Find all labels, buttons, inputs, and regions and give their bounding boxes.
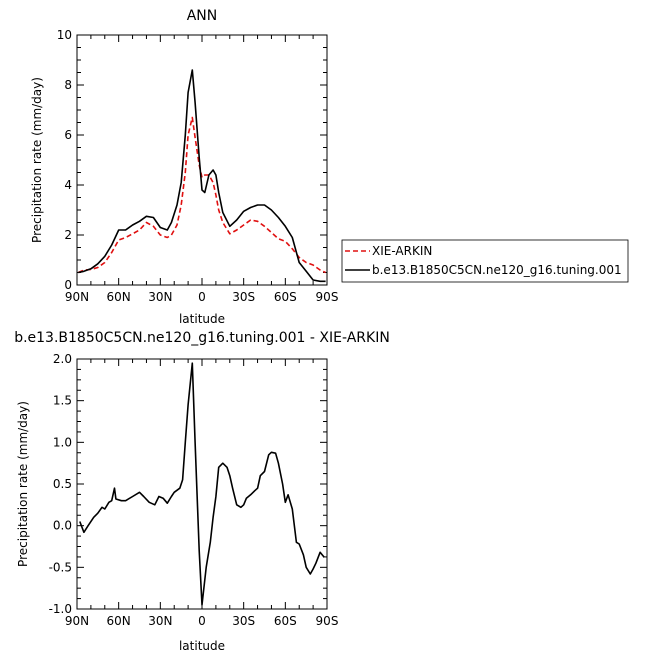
panel1-ytick-label: 2 [64, 228, 72, 242]
legend-box [341, 239, 629, 283]
panel2-xtick-label: 0 [198, 614, 206, 628]
panel2-ytick-label: 2.0 [53, 352, 72, 366]
panel2-xtick-label: 90N [65, 614, 89, 628]
panel2-ytick-label: 0.0 [53, 519, 72, 533]
panel2-ytick-label: 1.5 [53, 394, 72, 408]
panel2-xtick-label: 60S [274, 614, 297, 628]
panel1-xtick-label: 90N [65, 290, 89, 304]
panel2-xtick-label: 30S [232, 614, 255, 628]
panel1-series-line-xie-arkin [78, 116, 326, 274]
panel1-ytick-label: 6 [64, 128, 72, 142]
panel2-xtick-label: 60N [107, 614, 131, 628]
panel1-title: ANN [187, 8, 218, 24]
panel-annual-mean: ANN Precipitation rate (mm/day) latitude… [30, 8, 338, 326]
panel1-xtick-label: 30S [232, 290, 255, 304]
legend-label-xie-arkin: XIE-ARKIN [372, 244, 432, 258]
panel1-ytick-label: 10 [57, 28, 72, 42]
panel2-ytick-label: 1.0 [53, 435, 72, 449]
panel2-xtick-label: 30N [148, 614, 172, 628]
legend: XIE-ARKIN b.e13.B1850C5CN.ne120_g16.tuni… [341, 239, 629, 283]
panel2-xlabel: latitude [179, 639, 225, 653]
panel1-xtick-label: 90S [316, 290, 339, 304]
panel1-ytick-label: 4 [64, 178, 72, 192]
panel1-xtick-label: 60N [107, 290, 131, 304]
panel2-series-layer [79, 362, 325, 606]
panel2-ylabel: Precipitation rate (mm/day) [16, 401, 30, 567]
panel1-xtick-label: 60S [274, 290, 297, 304]
panel-difference: b.e13.B1850C5CN.ne120_g16.tuning.001 - X… [14, 330, 390, 653]
panel2-plot-frame [76, 358, 328, 610]
panel2-xtick-label: 90S [316, 614, 339, 628]
panel2-series-line-0 [79, 362, 325, 606]
panel1-plot-frame [76, 34, 328, 286]
panel1-ylabel: Precipitation rate (mm/day) [30, 77, 44, 243]
panel1-axes: 90N 60N 30N 0 30S 60S 90S 0 2 4 6 8 10 [57, 28, 339, 304]
panel2-title: b.e13.B1850C5CN.ne120_g16.tuning.001 - X… [14, 330, 390, 346]
panel2-ytick-label: -1.0 [49, 602, 72, 616]
panel1-xtick-label: 30N [148, 290, 172, 304]
panel1-ytick-label: 8 [64, 78, 72, 92]
panel1-xlabel: latitude [179, 312, 225, 326]
panel1-series-layer [78, 69, 326, 283]
panel2-ytick-label: -0.5 [49, 560, 72, 574]
panel2-ytick-label: 0.5 [53, 477, 72, 491]
legend-label-model: b.e13.B1850C5CN.ne120_g16.tuning.001 [372, 263, 622, 277]
panel1-ytick-label: 0 [64, 278, 72, 292]
panel1-xtick-label: 0 [198, 290, 206, 304]
panel1-series-line-b-e13-b1850c5cn-ne120-g16-tuning-001 [78, 69, 326, 283]
